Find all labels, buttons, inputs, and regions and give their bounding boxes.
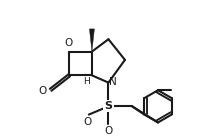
Text: S: S (105, 101, 112, 111)
Text: O: O (38, 86, 46, 96)
Text: O: O (84, 117, 92, 127)
Polygon shape (90, 29, 94, 52)
Text: O: O (65, 38, 73, 48)
Text: N: N (109, 77, 117, 87)
Text: O: O (104, 126, 112, 136)
Text: H: H (83, 77, 90, 86)
